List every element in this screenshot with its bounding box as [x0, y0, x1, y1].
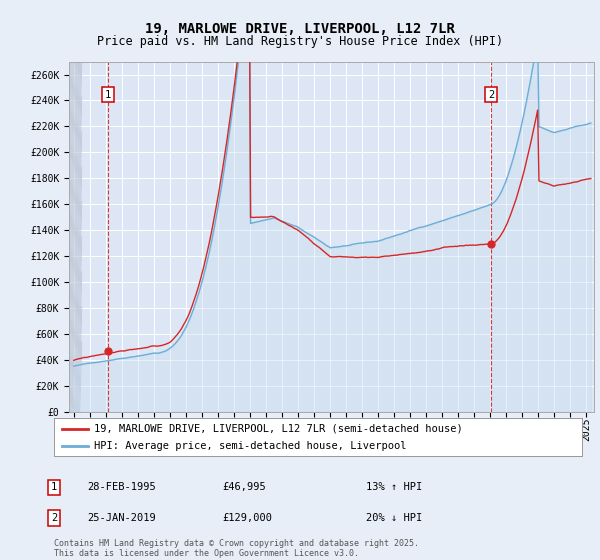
Text: HPI: Average price, semi-detached house, Liverpool: HPI: Average price, semi-detached house,… [94, 441, 406, 451]
Text: £46,995: £46,995 [222, 482, 266, 492]
Text: 25-JAN-2019: 25-JAN-2019 [87, 513, 156, 523]
Text: Price paid vs. HM Land Registry's House Price Index (HPI): Price paid vs. HM Land Registry's House … [97, 35, 503, 48]
Text: 2: 2 [51, 513, 57, 523]
Text: £129,000: £129,000 [222, 513, 272, 523]
Text: 1: 1 [105, 90, 112, 100]
Text: 28-FEB-1995: 28-FEB-1995 [87, 482, 156, 492]
Text: 19, MARLOWE DRIVE, LIVERPOOL, L12 7LR (semi-detached house): 19, MARLOWE DRIVE, LIVERPOOL, L12 7LR (s… [94, 423, 463, 433]
Text: 2: 2 [488, 90, 494, 100]
Text: Contains HM Land Registry data © Crown copyright and database right 2025.
This d: Contains HM Land Registry data © Crown c… [54, 539, 419, 558]
Text: 19, MARLOWE DRIVE, LIVERPOOL, L12 7LR: 19, MARLOWE DRIVE, LIVERPOOL, L12 7LR [145, 22, 455, 36]
Text: 13% ↑ HPI: 13% ↑ HPI [366, 482, 422, 492]
Text: 1: 1 [51, 482, 57, 492]
Text: 20% ↓ HPI: 20% ↓ HPI [366, 513, 422, 523]
